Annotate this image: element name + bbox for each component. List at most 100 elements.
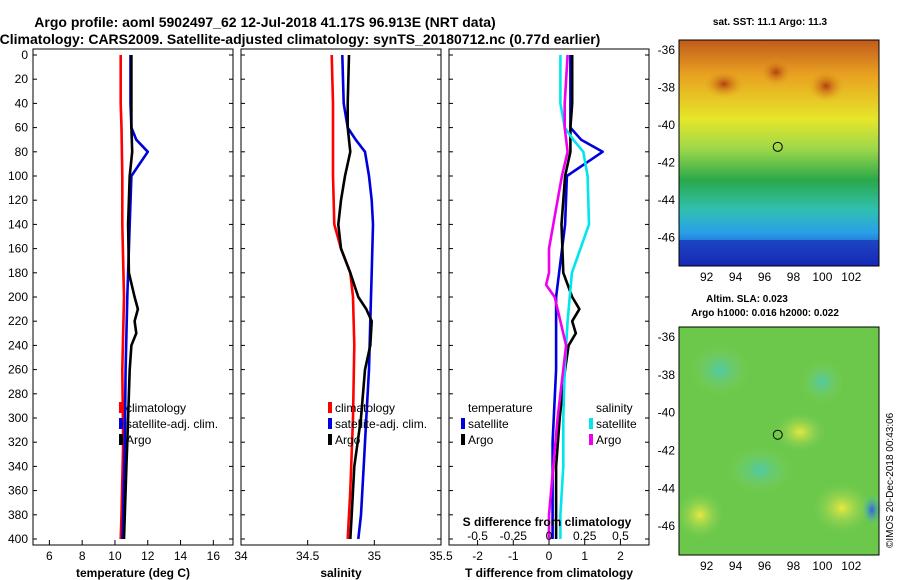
- sla-high-eddy: [774, 412, 826, 452]
- s-difference-label: S difference from climatology: [463, 515, 632, 529]
- sst-cold-band: [679, 240, 879, 266]
- depth-tick-label: 180: [8, 266, 28, 280]
- legend-label-argo: Argo: [126, 433, 152, 447]
- depth-tick-label: 0: [21, 48, 28, 62]
- legend-swatch-satellite: [328, 418, 332, 429]
- legend-label-s-satellite: satellite: [596, 417, 637, 431]
- depth-tick-label: 160: [8, 242, 28, 256]
- series-line-climatology: [119, 55, 126, 540]
- sla-high-eddy: [812, 482, 872, 534]
- sla-map-title-2: Argo h1000: 0.016 h2000: 0.022: [691, 308, 839, 319]
- depth-tick-label: 120: [8, 193, 28, 207]
- legend-swatch-s-argo: [589, 434, 593, 445]
- depth-tick-label: 140: [8, 217, 28, 231]
- series-line-argo: [122, 55, 140, 540]
- sla-map-title-1: Altim. SLA: 0.023: [706, 294, 788, 305]
- legend-swatch-s-satellite: [589, 418, 593, 429]
- lat-tick-label: -38: [658, 368, 676, 382]
- legend-swatch-argo: [328, 434, 332, 445]
- credit-text: ©IMOS 20-Dec-2018 00:43:06: [885, 412, 896, 548]
- x-tick-label: -1: [508, 549, 519, 563]
- argo-position-marker: [772, 429, 783, 440]
- lon-tick-label: 102: [841, 559, 861, 573]
- legend-swatch-t-satellite: [461, 418, 465, 429]
- sst-lat-ticks: -36 -38 -40 -42 -44 -46: [658, 43, 676, 244]
- sla-lon-ticks: 92 94 96 98 100 102: [700, 559, 862, 573]
- argo-position-marker: [772, 141, 783, 152]
- sla-map-frame: [678, 326, 880, 556]
- x-tick-label: 2: [617, 549, 624, 563]
- legend-swatch-t-argo: [461, 434, 465, 445]
- sla-lat-ticks: -36 -38 -40 -42 -44 -46: [658, 330, 676, 533]
- lat-tick-label: -42: [658, 443, 676, 457]
- depth-tick-label: 260: [8, 363, 28, 377]
- lat-tick-label: -46: [658, 519, 676, 533]
- sst-map: [678, 39, 880, 267]
- lon-tick-label: 92: [700, 559, 714, 573]
- difference-s-ticks: -0.5 -0.25 0 0.25 0.5: [467, 529, 629, 543]
- lon-tick-label: 98: [787, 270, 801, 284]
- series-line-argo: [336, 54, 374, 540]
- title-line-2: Climatology: CARS2009. Satellite-adjuste…: [0, 31, 600, 47]
- depth-axis-labels: 0 20 40 60 80 100 120 140 160 180 200 220 240 260 280 3…: [8, 48, 28, 546]
- depth-tick-label: 20: [15, 72, 29, 86]
- legend-label-climatology: climatology: [335, 401, 395, 415]
- legend-label-climatology: climatology: [126, 401, 186, 415]
- x-tick-label: 6: [46, 549, 53, 563]
- lon-tick-label: 96: [758, 559, 772, 573]
- title-line-1: Argo profile: aoml 5902497_62 12-Jul-201…: [34, 14, 495, 30]
- lat-tick-label: -36: [658, 330, 676, 344]
- depth-axis-ticks: [33, 54, 649, 540]
- legend-heading-salinity: salinity: [596, 401, 633, 415]
- lat-tick-label: -40: [658, 118, 676, 132]
- lat-tick-label: -44: [658, 481, 676, 495]
- temperature-legend: climatology satellite-adj. clim. Argo: [119, 401, 218, 447]
- sla-low-eddy: [800, 360, 844, 404]
- depth-tick-label: 240: [8, 338, 28, 352]
- s-tick-label: -0.25: [500, 529, 528, 543]
- sst-lon-ticks: 92 94 96 98 100 102: [700, 270, 862, 284]
- s-tick-label: 0.25: [573, 529, 597, 543]
- x-tick-label: 35.5: [429, 549, 453, 563]
- depth-tick-label: 60: [15, 121, 29, 135]
- depth-tick-label: 320: [8, 435, 28, 449]
- sla-low-eddy: [726, 446, 794, 494]
- x-tick-label: 0: [546, 549, 553, 563]
- depth-tick-label: 100: [8, 169, 28, 183]
- sst-map-frame: [678, 39, 880, 267]
- depth-tick-label: 200: [8, 290, 28, 304]
- legend-label-s-argo: Argo: [596, 433, 622, 447]
- x-tick-label: 14: [174, 549, 188, 563]
- depth-tick-label: 340: [8, 459, 28, 473]
- legend-swatch-climatology: [328, 402, 332, 413]
- legend-label-t-argo: Argo: [468, 433, 494, 447]
- x-tick-label: 35: [368, 549, 382, 563]
- legend-label-t-satellite: satellite: [468, 417, 509, 431]
- legend-swatch-argo: [119, 434, 123, 445]
- salinity-series: [330, 54, 375, 540]
- x-tick-label: 10: [108, 549, 122, 563]
- depth-tick-label: 80: [15, 145, 29, 159]
- depth-tick-label: 40: [15, 96, 29, 110]
- temperature-series: [119, 55, 150, 540]
- lat-tick-label: -44: [658, 193, 676, 207]
- lat-tick-label: -36: [658, 43, 676, 57]
- depth-tick-label: 380: [8, 508, 28, 522]
- sst-map-title: sat. SST: 11.1 Argo: 11.3: [713, 17, 828, 28]
- sla-low-eddy: [690, 344, 750, 396]
- lat-tick-label: -42: [658, 155, 676, 169]
- legend-swatch-satellite: [119, 418, 123, 429]
- depth-tick-label: 400: [8, 532, 28, 546]
- salinity-legend: climatology satellite-adj. clim. Argo: [328, 401, 427, 447]
- x-tick-label: 12: [141, 549, 155, 563]
- difference-x-ticks: -2 -1 0 1 2: [472, 540, 624, 563]
- temperature-xlabel: temperature (deg C): [76, 566, 190, 580]
- difference-xlabel: T difference from climatology: [465, 566, 633, 580]
- temperature-panel: [32, 48, 234, 546]
- x-tick-label: 34: [234, 549, 248, 563]
- x-tick-label: 8: [79, 549, 86, 563]
- x-tick-label: 34.5: [296, 549, 320, 563]
- series-line-t-argo: [554, 55, 581, 539]
- sst-warm-eddy: [808, 70, 844, 102]
